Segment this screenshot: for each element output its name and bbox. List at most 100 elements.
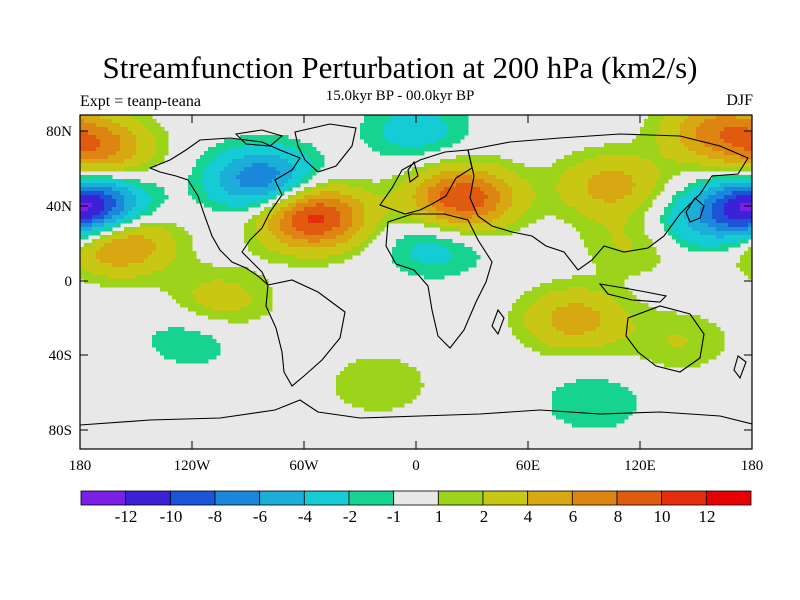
- field-cell: [440, 207, 445, 212]
- field-cell: [84, 147, 89, 152]
- field-cell: [484, 163, 489, 168]
- field-cell: [568, 279, 573, 284]
- field-cell: [132, 255, 137, 260]
- field-cell: [188, 299, 193, 304]
- field-cell: [452, 215, 457, 220]
- field-cell: [112, 243, 117, 248]
- field-cell: [572, 171, 577, 176]
- field-cell: [632, 203, 637, 208]
- field-cell: [228, 291, 233, 296]
- field-cell: [572, 151, 577, 156]
- field-cell: [412, 175, 417, 180]
- field-cell: [120, 123, 125, 128]
- field-cell: [512, 183, 517, 188]
- field-cell: [548, 287, 553, 292]
- field-cell: [272, 207, 277, 212]
- field-cell: [560, 291, 565, 296]
- field-cell: [164, 279, 169, 284]
- field-cell: [336, 239, 341, 244]
- field-cell: [520, 183, 525, 188]
- field-cell: [108, 219, 113, 224]
- field-cell: [584, 279, 589, 284]
- field-cell: [652, 147, 657, 152]
- field-cell: [324, 227, 329, 232]
- field-cell: [360, 227, 365, 232]
- field-cell: [112, 279, 117, 284]
- field-cell: [388, 187, 393, 192]
- field-cell: [612, 279, 617, 284]
- field-cell: [624, 211, 629, 216]
- field-cell: [424, 147, 429, 152]
- field-cell: [728, 223, 733, 228]
- field-cell: [648, 251, 653, 256]
- field-cell: [312, 227, 317, 232]
- field-cell: [164, 275, 169, 280]
- field-cell: [492, 191, 497, 196]
- field-cell: [164, 195, 169, 200]
- field-cell: [568, 291, 573, 296]
- field-cell: [624, 199, 629, 204]
- field-cell: [636, 259, 641, 264]
- field-cell: [300, 167, 305, 172]
- field-cell: [620, 259, 625, 264]
- field-cell: [252, 179, 257, 184]
- field-cell: [428, 239, 433, 244]
- field-cell: [144, 243, 149, 248]
- field-cell: [716, 175, 721, 180]
- field-cell: [212, 295, 217, 300]
- field-cell: [584, 219, 589, 224]
- field-cell: [556, 187, 561, 192]
- field-cell: [740, 163, 745, 168]
- field-cell: [604, 291, 609, 296]
- field-cell: [612, 215, 617, 220]
- field-cell: [700, 199, 705, 204]
- field-cell: [108, 243, 113, 248]
- field-cell: [684, 243, 689, 248]
- field-cell: [396, 139, 401, 144]
- field-cell: [608, 183, 613, 188]
- field-cell: [336, 179, 341, 184]
- field-cell: [232, 283, 237, 288]
- field-cell: [392, 151, 397, 156]
- field-cell: [560, 303, 565, 308]
- field-cell: [276, 151, 281, 156]
- field-cell: [316, 191, 321, 196]
- field-cell: [340, 243, 345, 248]
- field-cell: [452, 187, 457, 192]
- field-cell: [460, 223, 465, 228]
- field-cell: [372, 211, 377, 216]
- field-cell: [532, 167, 537, 172]
- field-cell: [492, 187, 497, 192]
- field-cell: [592, 179, 597, 184]
- field-cell: [620, 291, 625, 296]
- field-cell: [700, 143, 705, 148]
- field-cell: [96, 203, 101, 208]
- field-cell: [728, 119, 733, 124]
- field-cell: [748, 231, 752, 236]
- field-cell: [168, 275, 173, 280]
- field-cell: [276, 247, 281, 252]
- field-cell: [108, 147, 113, 152]
- field-cell: [100, 159, 105, 164]
- field-cell: [372, 207, 377, 212]
- field-cell: [460, 195, 465, 200]
- field-cell: [356, 235, 361, 240]
- field-cell: [176, 267, 181, 272]
- field-cell: [564, 207, 569, 212]
- field-cell: [416, 211, 421, 216]
- field-cell: [596, 171, 601, 176]
- field-cell: [556, 299, 561, 304]
- field-cell: [692, 239, 697, 244]
- field-cell: [628, 143, 633, 148]
- field-cell: [636, 147, 641, 152]
- field-cell: [672, 159, 677, 164]
- field-cell: [188, 191, 193, 196]
- field-cell: [492, 167, 497, 172]
- field-cell: [160, 247, 165, 252]
- field-cell: [400, 267, 405, 272]
- field-cell: [644, 175, 649, 180]
- field-cell: [404, 187, 409, 192]
- field-cell: [160, 135, 165, 140]
- field-cell: [632, 307, 637, 312]
- field-cell: [556, 179, 561, 184]
